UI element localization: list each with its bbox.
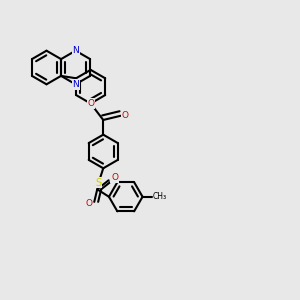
Text: CH₃: CH₃ (153, 192, 167, 201)
Text: S: S (95, 178, 101, 188)
Text: O: O (111, 173, 118, 182)
Text: N: N (72, 80, 79, 89)
Text: O: O (88, 99, 95, 108)
Text: O: O (121, 111, 128, 120)
Text: O: O (85, 199, 92, 208)
Text: N: N (72, 46, 79, 55)
